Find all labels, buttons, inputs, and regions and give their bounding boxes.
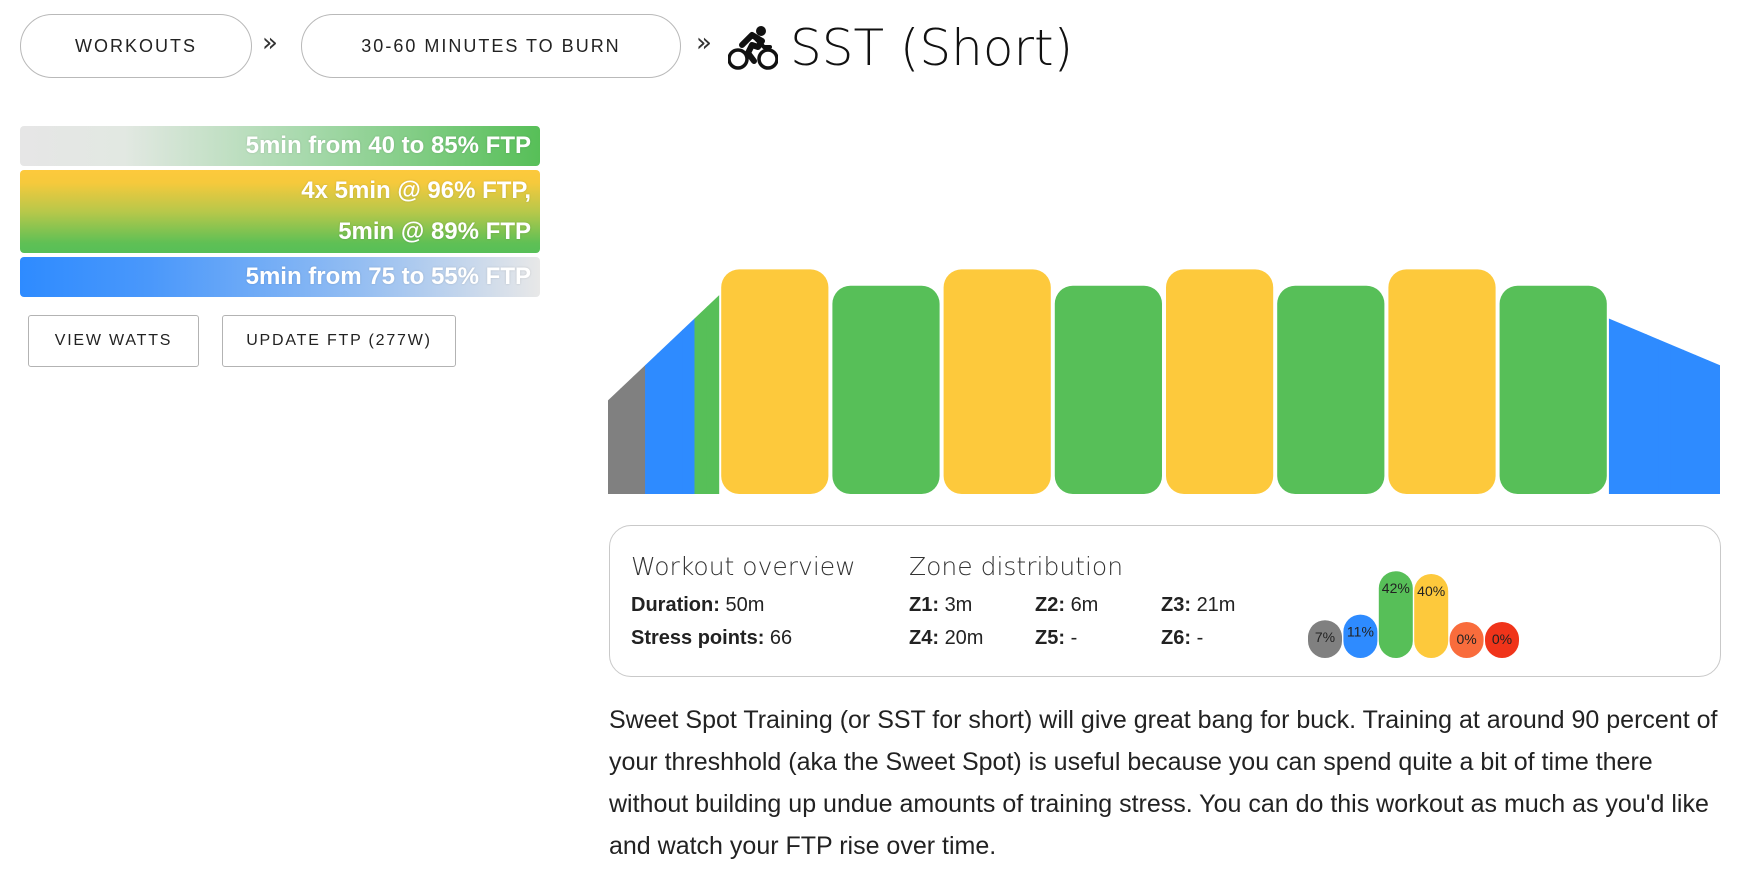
workout-description: Sweet Spot Training (or SST for short) w… xyxy=(609,706,1718,860)
zone-bar xyxy=(1343,614,1378,658)
update-ftp-button[interactable]: UPDATE FTP (277W) xyxy=(222,315,456,367)
workout-ramp-slice xyxy=(694,295,708,494)
breadcrumb-separator-icon: » xyxy=(262,28,278,58)
zone-z1-label: Z1: xyxy=(909,594,939,616)
zone-z3: Z3: 21m xyxy=(1161,594,1235,617)
stress-value: 66 xyxy=(769,627,793,649)
workout-interval-bar xyxy=(832,285,940,494)
workout-interval-bar xyxy=(1054,285,1162,494)
cyclist-icon xyxy=(728,26,778,70)
workout-ramp-slice xyxy=(1670,318,1684,494)
zone-bar xyxy=(1449,622,1484,658)
step-cooldown: 5min from 75 to 55% FTP xyxy=(20,257,540,297)
workout-ramp-slice xyxy=(669,295,683,494)
zone-z2-label: Z2: xyxy=(1035,594,1065,616)
zone-bar xyxy=(1308,620,1342,658)
zone-bar-label: 7% xyxy=(1315,629,1335,645)
zone-z5-label: Z5: xyxy=(1035,627,1065,649)
breadcrumb-separator-icon: » xyxy=(696,28,712,58)
workout-ramp-slice xyxy=(1608,318,1622,494)
zone-z4-value: 20m xyxy=(944,627,984,649)
step-main-set-line1: 4x 5min @ 96% FTP, xyxy=(301,177,531,204)
workout-ramp-slice xyxy=(1682,318,1696,494)
stress-row: Stress points: 66 xyxy=(631,627,792,650)
stress-label: Stress points: xyxy=(631,627,765,649)
zone-z6-value: - xyxy=(1196,627,1204,649)
workout-ramp-slice xyxy=(645,295,659,494)
workout-interval-bar xyxy=(943,269,1051,494)
zone-z2: Z2: 6m xyxy=(1035,594,1098,617)
zone-bar-label: 0% xyxy=(1492,631,1512,647)
workout-title: SST (Short) xyxy=(790,19,1074,77)
workout-overview-heading: Workout overview xyxy=(631,552,856,581)
step-warmup-text: 5min from 40 to 85% FTP xyxy=(245,132,531,159)
workout-ramp-slice xyxy=(706,295,720,494)
breadcrumb-workouts-label: WORKOUTS xyxy=(75,35,197,56)
breadcrumb-workouts[interactable]: WORKOUTS xyxy=(20,14,252,78)
zone-distribution-heading: Zone distribution xyxy=(909,552,1124,581)
zone-z6-label: Z6: xyxy=(1161,627,1191,649)
workout-ramp-slice xyxy=(682,295,696,494)
step-main-set-line2: 5min @ 89% FTP xyxy=(338,218,531,245)
breadcrumb-category-label: 30-60 MINUTES TO BURN xyxy=(361,35,621,56)
workout-ramp-slice xyxy=(1707,318,1720,494)
workout-interval-bar xyxy=(1388,269,1496,494)
workout-ramp-slice xyxy=(1633,318,1647,494)
step-cooldown-text: 5min from 75 to 55% FTP xyxy=(245,263,531,290)
overview-card xyxy=(609,525,1721,677)
workout-ramp-slice xyxy=(1658,318,1672,494)
workout-interval-bar xyxy=(1499,285,1607,494)
zone-z3-value: 21m xyxy=(1196,594,1236,616)
zone-z6: Z6: - xyxy=(1161,627,1203,650)
step-warmup: 5min from 40 to 85% FTP xyxy=(20,126,540,166)
workout-profile-graph xyxy=(608,269,1720,494)
view-watts-label: VIEW WATTS xyxy=(54,332,173,349)
zone-bar-label: 0% xyxy=(1456,631,1476,647)
duration-row: Duration: 50m xyxy=(631,594,764,617)
duration-value: 50m xyxy=(725,594,765,616)
zone-z4-label: Z4: xyxy=(909,627,939,649)
zone-z1-value: 3m xyxy=(944,594,973,616)
workout-ramp-slice xyxy=(1645,318,1659,494)
zone-z4: Z4: 20m xyxy=(909,627,983,650)
zone-bar-label: 11% xyxy=(1347,624,1374,640)
page-title: SST (Short) xyxy=(728,8,1073,88)
workout-ramp-block xyxy=(1608,318,1720,494)
zone-bar xyxy=(1378,571,1413,658)
breadcrumb-category[interactable]: 30-60 MINUTES TO BURN xyxy=(301,14,681,78)
workout-ramp-slice xyxy=(657,295,671,494)
zone-bar xyxy=(1414,574,1449,658)
zone-bar xyxy=(1485,622,1519,658)
zone-z5-value: - xyxy=(1070,627,1078,649)
update-ftp-label: UPDATE FTP (277W) xyxy=(246,332,432,349)
view-watts-button[interactable]: VIEW WATTS xyxy=(28,315,199,367)
zone-z5: Z5: - xyxy=(1035,627,1077,650)
zone-z3-label: Z3: xyxy=(1161,594,1191,616)
workout-ramp-block xyxy=(608,295,720,494)
duration-label: Duration: xyxy=(631,594,720,616)
step-main-set: 4x 5min @ 96% FTP, 5min @ 89% FTP xyxy=(20,170,540,253)
zone-bar-label: 42% xyxy=(1382,580,1410,596)
zone-distribution-chart: 7% 11% 42% 40% 0% 0% xyxy=(1308,571,1519,658)
workout-interval-bar xyxy=(1166,269,1274,494)
workout-interval-bar xyxy=(1277,285,1385,494)
workout-ramp-slice xyxy=(620,295,634,494)
workout-interval-bar xyxy=(721,269,829,494)
workout-ramp-slice xyxy=(1621,318,1635,494)
zone-bar-label: 40% xyxy=(1417,583,1445,599)
zone-z1: Z1: 3m xyxy=(909,594,972,617)
zone-z2-value: 6m xyxy=(1070,594,1099,616)
workout-ramp-slice xyxy=(632,295,646,494)
workout-ramp-slice xyxy=(608,295,621,494)
workout-ramp-slice xyxy=(1695,318,1709,494)
